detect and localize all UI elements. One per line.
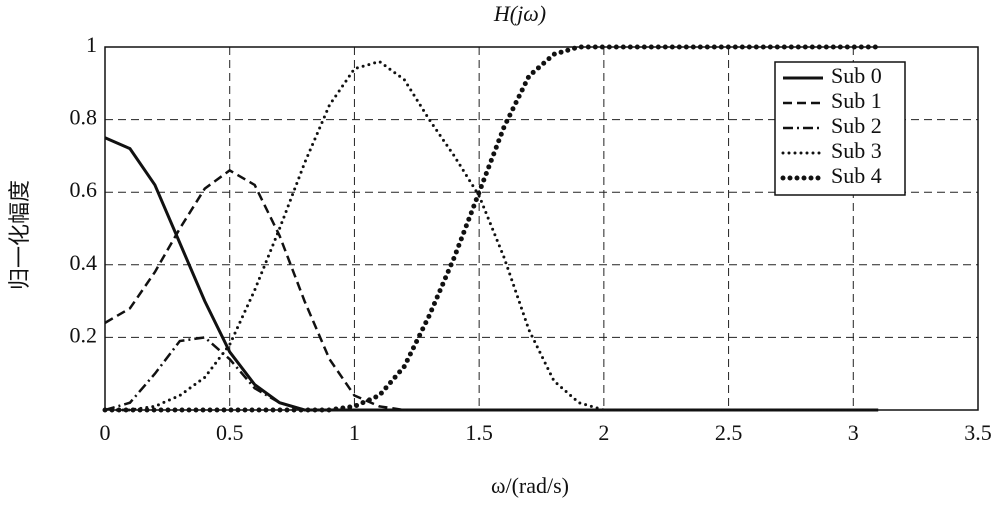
y-tick-label: 0.4 <box>70 250 98 275</box>
y-axis-label: 归一化幅度 <box>7 180 32 290</box>
series-line <box>102 44 881 413</box>
legend-label: Sub 2 <box>831 113 882 138</box>
series-line <box>103 59 880 412</box>
y-tick-label: 0.8 <box>70 105 98 130</box>
y-tick-label: 0.6 <box>70 177 98 202</box>
x-tick-label: 3 <box>848 420 859 445</box>
legend-box <box>774 61 906 196</box>
y-tick-label: 1 <box>86 32 97 57</box>
y-tick-label: 0.2 <box>70 322 98 347</box>
x-tick-label: 1.5 <box>465 420 493 445</box>
legend-label: Sub 3 <box>831 138 882 163</box>
legend-label: Sub 0 <box>831 63 882 88</box>
series-line <box>104 136 879 412</box>
series-line <box>104 336 879 412</box>
x-tick-label: 0.5 <box>216 420 244 445</box>
x-tick-label: 1 <box>349 420 360 445</box>
x-axis-label: ω/(rad/s) <box>491 473 569 498</box>
x-tick-label: 2.5 <box>715 420 743 445</box>
chart-title: H(jω) <box>493 1 546 26</box>
series-line <box>104 168 879 412</box>
x-tick-label: 0 <box>100 420 111 445</box>
x-tick-label: 3.5 <box>964 420 992 445</box>
x-tick-label: 2 <box>598 420 609 445</box>
legend-label: Sub 4 <box>831 163 882 188</box>
legend-label: Sub 1 <box>831 88 882 113</box>
